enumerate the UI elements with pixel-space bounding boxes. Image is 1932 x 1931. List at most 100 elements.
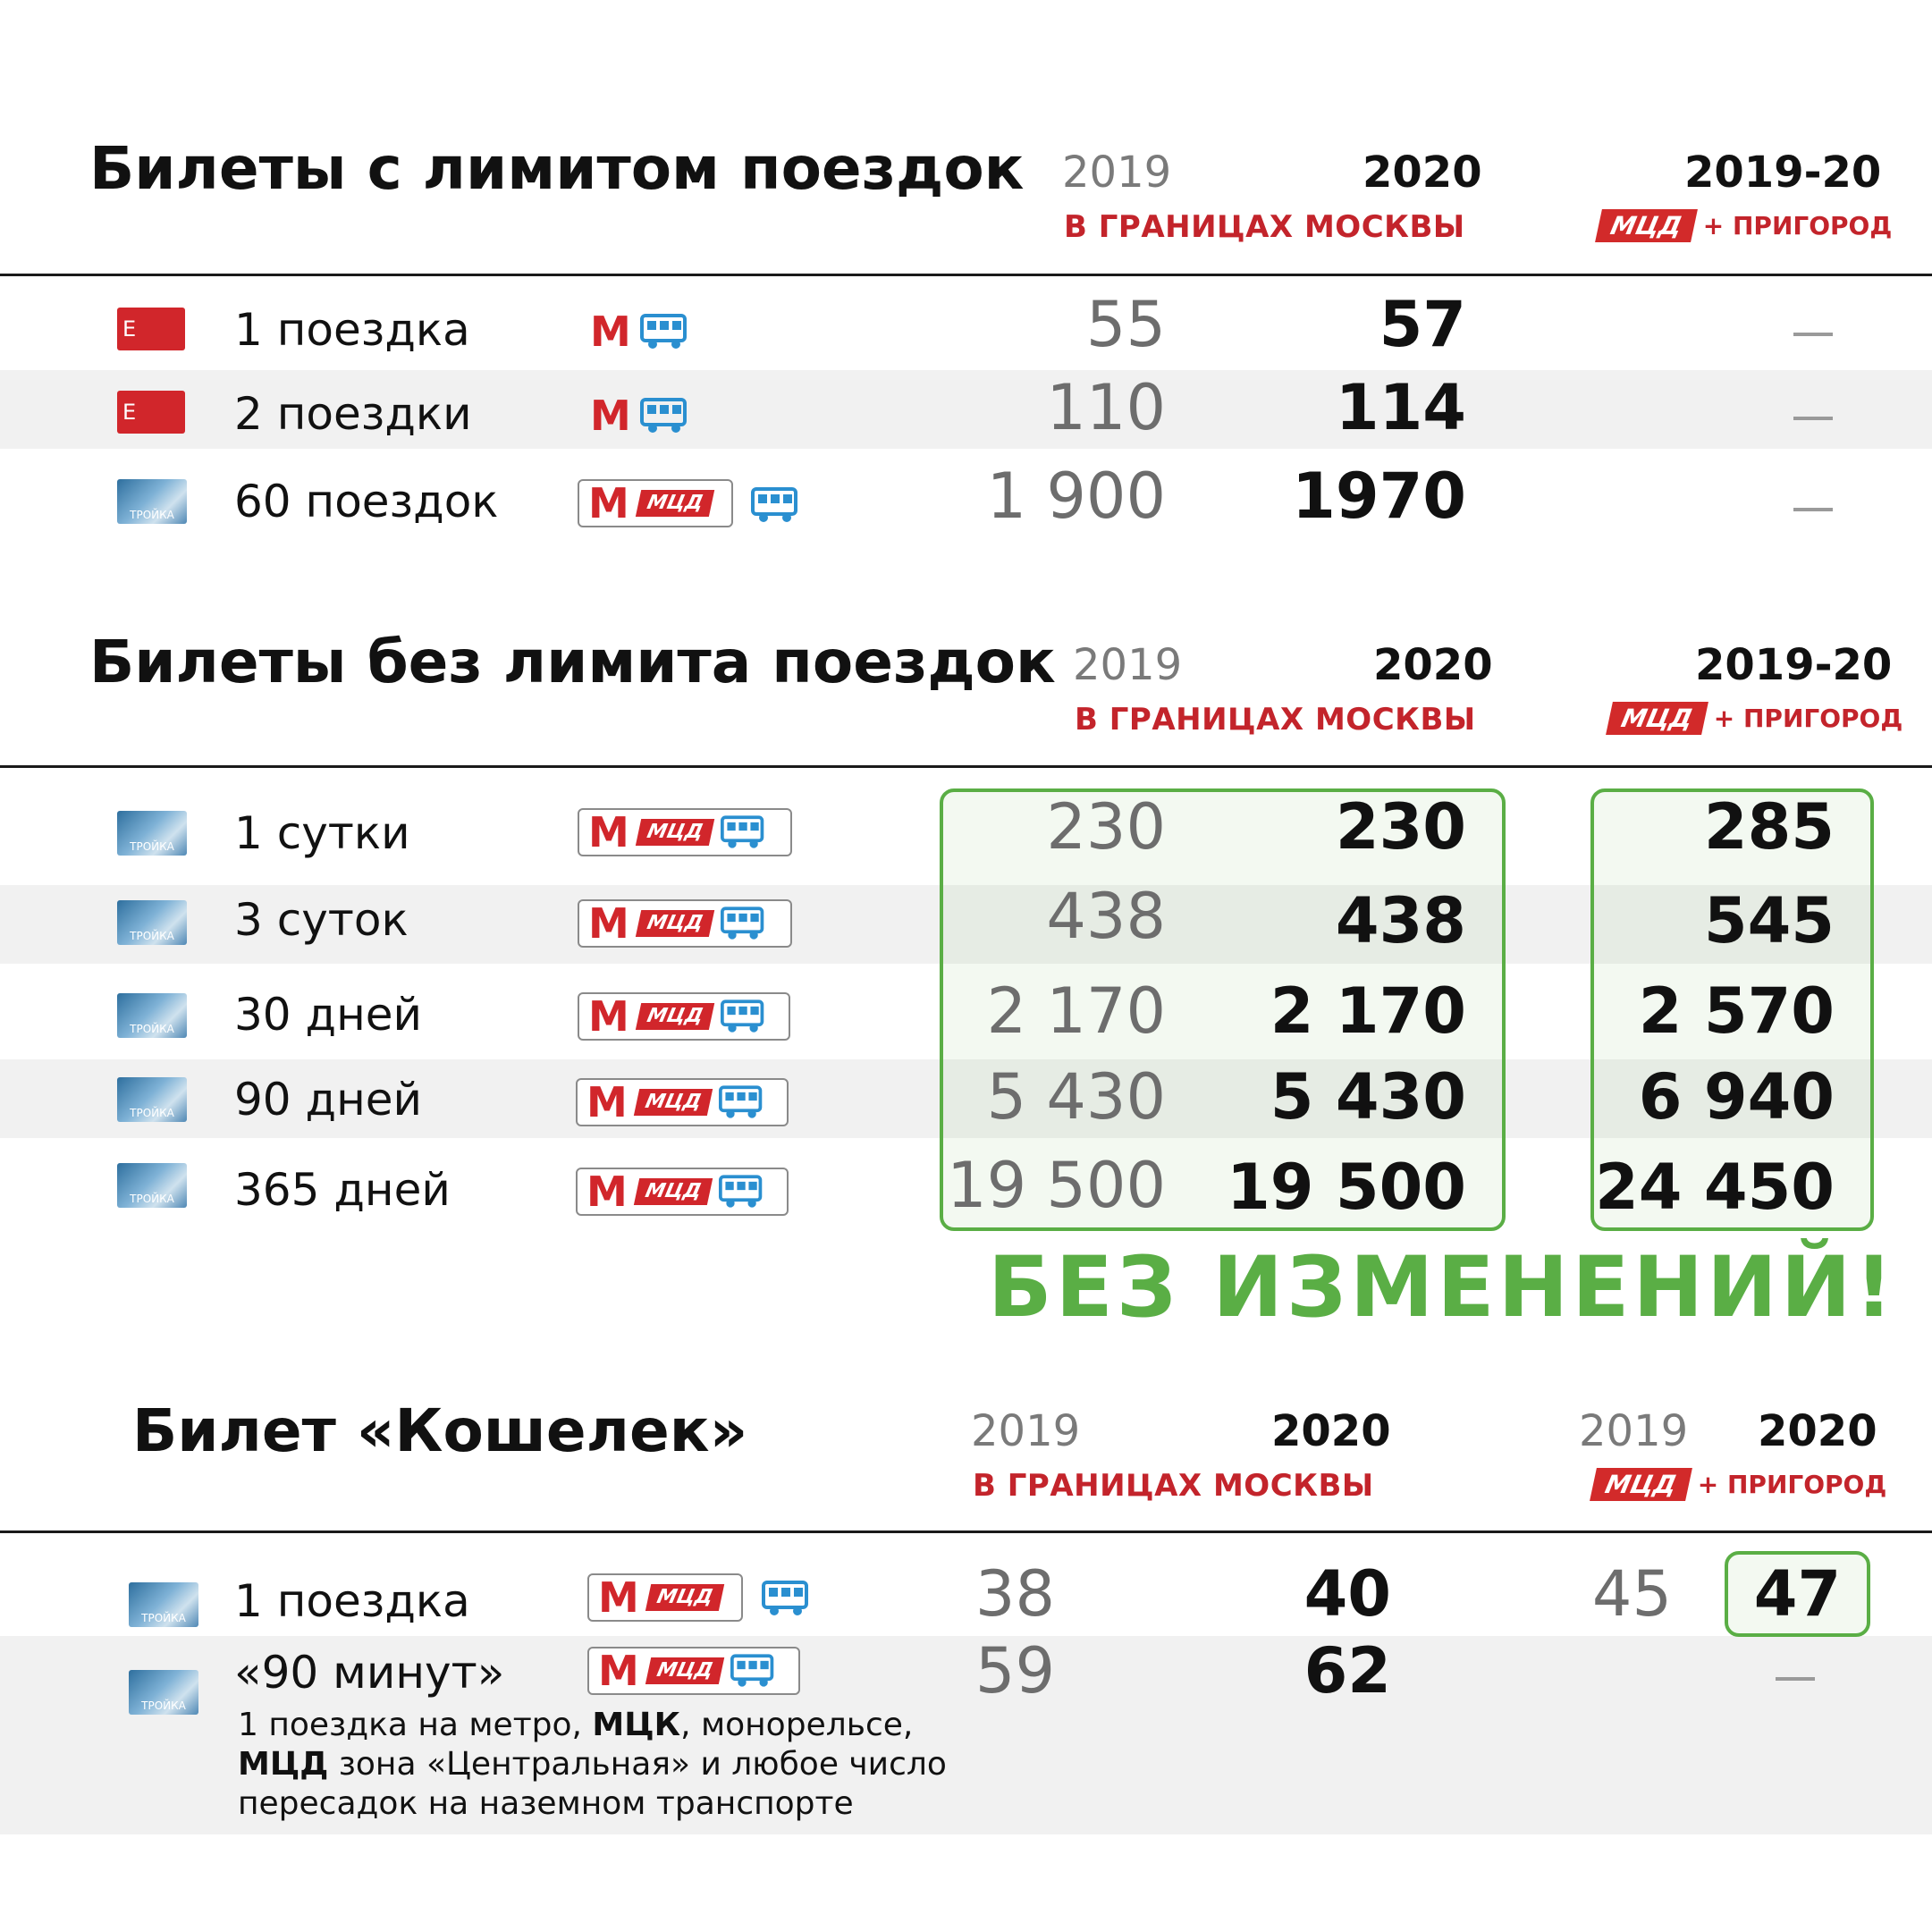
price-2019: 110: [1046, 371, 1166, 444]
bus-icon: [639, 398, 690, 434]
section3-divider: [0, 1530, 1932, 1533]
mcd-badge: МЦД: [645, 1657, 724, 1685]
section2-year-2020: 2020: [1373, 640, 1493, 690]
troika-card-icon: ТРОЙКА: [129, 1670, 198, 1715]
price-2020: 2 170: [1270, 974, 1466, 1048]
section2-year-range: 2019-20: [1695, 640, 1893, 690]
price-2019: 59: [974, 1634, 1055, 1708]
ticket-label: 1 поездка: [234, 304, 470, 356]
price-2019: 55: [1085, 288, 1166, 361]
metro-m-icon: М: [588, 479, 629, 527]
note-text: пересадок на наземном транспорте: [238, 1785, 854, 1822]
bus-icon: [639, 314, 690, 350]
mcd-badge: МЦД: [635, 489, 714, 518]
section3-moscow-subtitle: В ГРАНИЦАХ МОСКВЫ: [973, 1468, 1374, 1504]
price-suburb: 285: [1703, 790, 1835, 864]
section1-suburb-subtitle: МЦД + ПРИГОРОД: [1595, 209, 1893, 242]
section2-moscow-subtitle: В ГРАНИЦАХ МОСКВЫ: [1075, 702, 1476, 738]
modes-box: М МЦД: [578, 479, 733, 527]
troika-card-icon: ТРОЙКА: [117, 900, 187, 945]
section2-suburb-subtitle: МЦД + ПРИГОРОД: [1606, 702, 1902, 735]
metro-m-icon: М: [586, 1168, 628, 1216]
single-ticket-icon: Е: [117, 391, 185, 434]
unchanged-suburb-box: [1725, 1551, 1870, 1637]
no-value-dash: [1776, 1677, 1815, 1681]
ticket-label: 30 дней: [234, 989, 423, 1041]
modes-box: М МЦД: [587, 1573, 743, 1622]
single-ticket-icon: Е: [117, 308, 185, 350]
metro-m-icon: М: [586, 1078, 628, 1126]
suburbs-label: + ПРИГОРОД: [1697, 1470, 1887, 1499]
section1-divider: [0, 274, 1932, 276]
bus-icon: [720, 906, 767, 940]
section2-divider: [0, 765, 1932, 768]
note-mck: МЦК: [592, 1707, 681, 1743]
price-2020: 57: [1379, 288, 1466, 361]
price-2019: 2 170: [986, 974, 1166, 1048]
price-2020: 5 430: [1270, 1060, 1466, 1134]
suburbs-label: + ПРИГОРОД: [1702, 211, 1893, 240]
note-text: , монорельсе,: [680, 1707, 914, 1743]
section1-year-range: 2019-20: [1684, 148, 1882, 198]
no-value-dash: [1793, 333, 1833, 336]
troika-card-icon: ТРОЙКА: [117, 479, 187, 524]
mcd-badge: МЦД: [635, 818, 714, 847]
section1-moscow-subtitle: В ГРАНИЦАХ МОСКВЫ: [1064, 209, 1465, 245]
price-suburb: 2 570: [1638, 974, 1835, 1048]
section3-suburb-subtitle: МЦД + ПРИГОРОД: [1590, 1468, 1887, 1501]
unchanged-moscow-box: [940, 788, 1506, 1231]
bus-icon: [730, 1654, 777, 1688]
price-2020: 230: [1335, 790, 1466, 864]
metro-m-icon: М: [598, 1573, 639, 1622]
bus-icon: [751, 487, 801, 523]
modes-box: М МЦД: [576, 1168, 789, 1216]
price-2019: 19 500: [947, 1149, 1166, 1222]
note-text: зона «Центральная» и любое число: [328, 1746, 947, 1783]
troika-card-icon: ТРОЙКА: [117, 1163, 187, 1208]
metro-m-icon: М: [590, 392, 631, 440]
metro-m-icon: М: [588, 899, 629, 948]
unchanged-suburb-box: [1590, 788, 1874, 1231]
price-2019: 5 430: [986, 1060, 1166, 1134]
mcd-badge: МЦД: [645, 1583, 724, 1612]
price-2019: 38: [974, 1557, 1055, 1631]
ticket-label: 60 поездок: [234, 476, 499, 527]
row-band: [0, 370, 1932, 449]
no-value-dash: [1793, 508, 1833, 511]
modes: М: [590, 395, 690, 436]
no-value-dash: [1793, 417, 1833, 420]
price-suburb-2020: 47: [1753, 1557, 1842, 1631]
metro-m-icon: М: [590, 308, 631, 356]
bus-icon: [718, 1085, 765, 1119]
mcd-badge: МЦД: [1595, 209, 1698, 242]
section2-year-2019: 2019: [1073, 640, 1183, 690]
mcd-badge: МЦД: [1606, 702, 1708, 735]
troika-card-icon: ТРОЙКА: [117, 1077, 187, 1122]
price-suburb: 545: [1703, 884, 1835, 957]
ticket-label: 1 поездка: [234, 1575, 470, 1627]
troika-card-icon: ТРОЙКА: [117, 993, 187, 1038]
price-2019: 1 900: [986, 460, 1166, 533]
mcd-badge: МЦД: [635, 1002, 714, 1031]
section3-year-2019: 2019: [971, 1406, 1081, 1456]
bus-icon: [720, 999, 767, 1033]
price-2019: 230: [1046, 790, 1166, 864]
section1-year-2019: 2019: [1062, 148, 1172, 198]
mcd-badge: МЦД: [633, 1177, 713, 1206]
section2-title: Билеты без лимита поездок: [89, 628, 1056, 696]
price-suburb: 24 450: [1595, 1151, 1835, 1224]
troika-card-icon: ТРОЙКА: [129, 1582, 198, 1627]
note-text: 1 поездка на метро,: [238, 1707, 593, 1743]
price-2020: 40: [1303, 1557, 1391, 1631]
modes: М: [590, 311, 690, 352]
note-mcd: МЦД: [238, 1746, 329, 1783]
modes-box: М МЦД: [578, 808, 792, 856]
section3-title: Билет «Кошелек»: [132, 1396, 748, 1465]
ticket-label: 1 сутки: [234, 807, 410, 859]
price-2020: 1970: [1292, 460, 1466, 533]
troika-card-icon: ТРОЙКА: [117, 811, 187, 856]
row-band: [0, 1059, 1932, 1138]
ticket-label: 3 суток: [234, 894, 409, 946]
price-2020: 19 500: [1227, 1151, 1466, 1224]
modes-box: М МЦД: [578, 992, 790, 1041]
